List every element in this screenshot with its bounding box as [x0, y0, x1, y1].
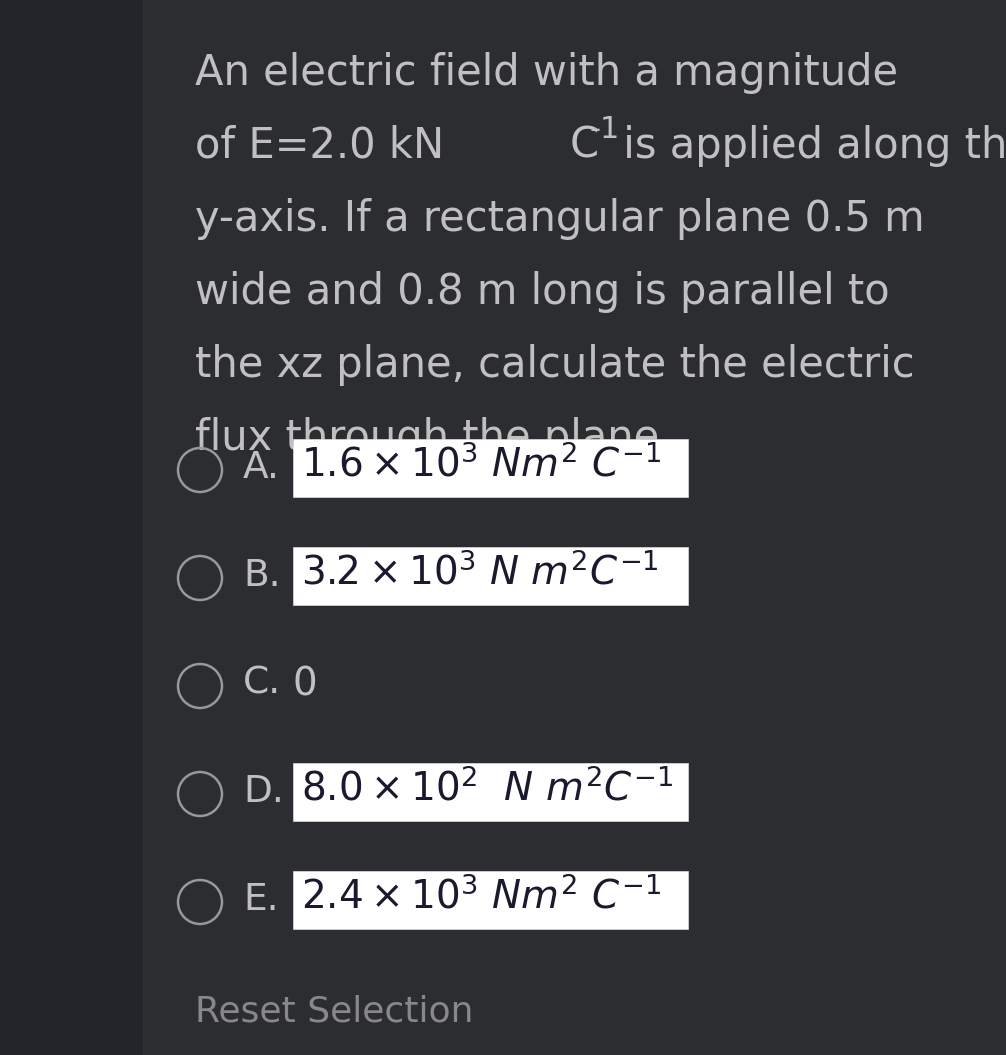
FancyBboxPatch shape [0, 0, 143, 1055]
Text: -1: -1 [590, 115, 621, 143]
Text: is applied along the: is applied along the [610, 124, 1006, 167]
Text: $1.6 \times 10^3\ Nm^2\ C^{-1}$: $1.6 \times 10^3\ Nm^2\ C^{-1}$ [301, 445, 661, 484]
Text: A.: A. [243, 450, 280, 486]
Text: wide and 0.8 m long is parallel to: wide and 0.8 m long is parallel to [195, 271, 889, 313]
Text: 0: 0 [293, 666, 318, 704]
FancyBboxPatch shape [293, 763, 688, 821]
Text: C.: C. [243, 666, 281, 702]
Text: flux through the plane: flux through the plane [195, 417, 659, 459]
Text: y-axis. If a rectangular plane 0.5 m: y-axis. If a rectangular plane 0.5 m [195, 198, 925, 239]
Text: C: C [570, 124, 600, 167]
Text: D.: D. [243, 774, 284, 810]
FancyBboxPatch shape [293, 546, 688, 605]
Text: E.: E. [243, 882, 279, 918]
FancyBboxPatch shape [293, 439, 688, 497]
Text: of E=2.0 kN: of E=2.0 kN [195, 124, 444, 167]
FancyBboxPatch shape [293, 871, 688, 929]
Text: $8.0 \times 10^2\ \ N\ m^2C^{-1}$: $8.0 \times 10^2\ \ N\ m^2C^{-1}$ [301, 769, 674, 809]
Text: the xz plane, calculate the electric: the xz plane, calculate the electric [195, 344, 914, 386]
Text: Reset Selection: Reset Selection [195, 994, 474, 1028]
Text: $3.2 \times 10^3\ N\ m^2C^{-1}$: $3.2 \times 10^3\ N\ m^2C^{-1}$ [301, 553, 659, 593]
Text: An electric field with a magnitude: An electric field with a magnitude [195, 52, 898, 94]
Text: $2.4 \times 10^3\ Nm^2\ C^{-1}$: $2.4 \times 10^3\ Nm^2\ C^{-1}$ [301, 877, 661, 917]
Text: B.: B. [243, 558, 281, 594]
